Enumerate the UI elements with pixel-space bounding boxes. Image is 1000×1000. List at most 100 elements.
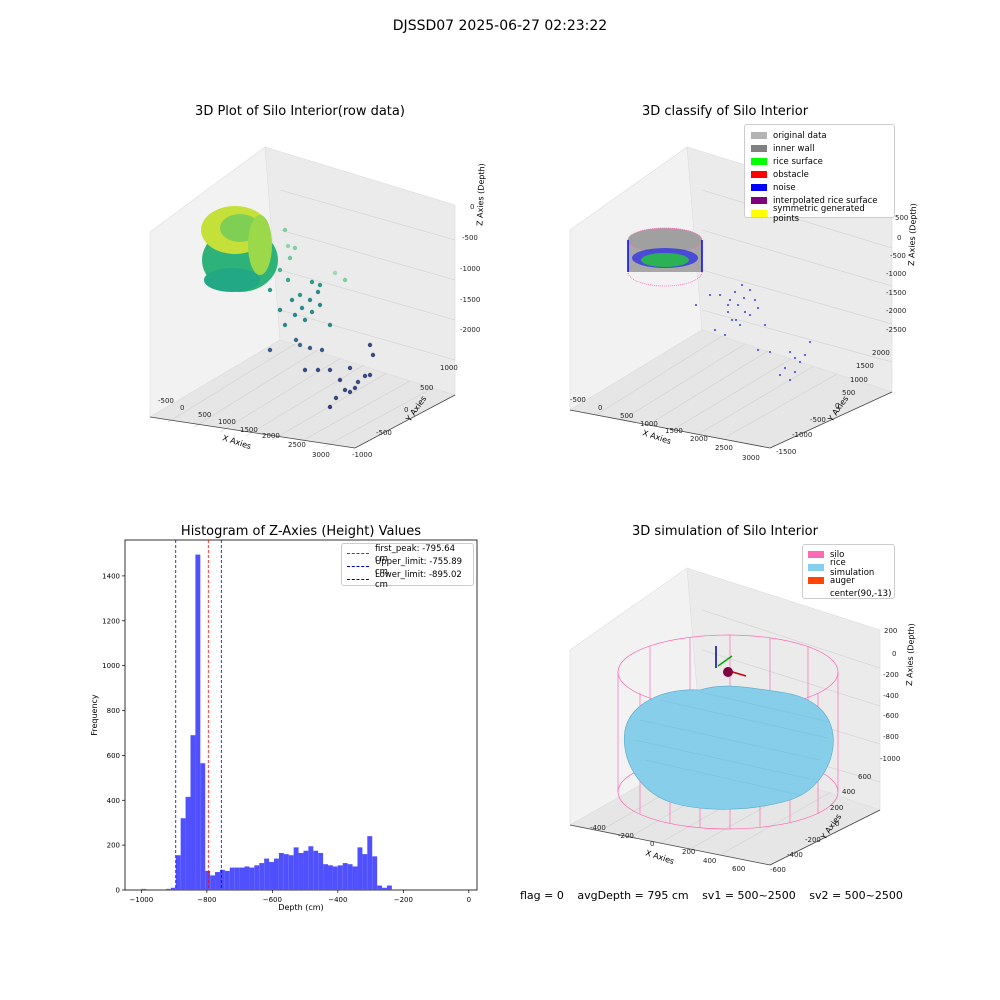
- histogram-bar: [283, 854, 289, 890]
- figure-title: DJSSD07 2025-06-27 02:23:22: [392, 18, 608, 34]
- histogram-bar: [386, 885, 392, 890]
- histogram-bar: [382, 887, 387, 890]
- histogram-bar: [278, 852, 284, 890]
- svg-text:-1000: -1000: [352, 451, 372, 459]
- svg-text:200: 200: [682, 848, 695, 856]
- raw-data-point: [342, 387, 348, 393]
- y-tick-label: 0: [116, 887, 120, 895]
- raw-data-point: [315, 289, 321, 295]
- svg-text:0: 0: [897, 234, 901, 242]
- svg-text:1500: 1500: [665, 427, 683, 435]
- noise-point: [809, 341, 811, 343]
- raw-data-point: [297, 292, 303, 298]
- classify-panel-title: 3D classify of Silo Interior: [641, 104, 809, 119]
- histogram-bar: [180, 818, 186, 890]
- histogram-bar: [357, 847, 363, 890]
- histogram-bar: [293, 847, 299, 890]
- raw-data-point: [309, 309, 315, 315]
- raw-data-point: [317, 282, 323, 288]
- svg-text:0: 0: [650, 840, 654, 848]
- noise-point: [764, 324, 766, 326]
- histogram-x-label: Depth (cm): [278, 903, 323, 912]
- histogram-bar: [362, 854, 368, 890]
- raw-data-point: [317, 302, 323, 308]
- svg-text:2000: 2000: [872, 349, 890, 357]
- raw-data-point: [367, 372, 373, 378]
- noise-point: [734, 291, 736, 293]
- histogram-bar: [254, 865, 260, 890]
- legend-item-silo: silo: [808, 548, 889, 561]
- svg-text:-500: -500: [158, 397, 174, 405]
- y-tick-label: 1400: [102, 572, 120, 580]
- raw-data-point: [309, 279, 315, 285]
- raw-data-point: [267, 347, 273, 353]
- histogram-bar: [347, 864, 353, 890]
- histogram-bar: [313, 850, 319, 890]
- legend-item-symmetric-points: symmetric generated points: [751, 204, 888, 224]
- raw-data-point: [292, 245, 298, 251]
- auger-y-arrow: [717, 655, 733, 667]
- noise-point: [804, 354, 806, 356]
- histogram-title: Histogram of Z-Axies (Height) Values: [180, 524, 422, 539]
- noise-point: [714, 329, 716, 331]
- y-tick-label: 1200: [102, 617, 120, 625]
- simulation-x-label: X Axies: [644, 848, 675, 866]
- raw-data-point: [352, 385, 358, 391]
- histogram-bar: [185, 796, 191, 890]
- svg-text:1500: 1500: [240, 426, 258, 434]
- svg-text:-500: -500: [570, 396, 586, 404]
- simulation-panel-title: 3D simulation of Silo Interior: [632, 524, 818, 539]
- svg-text:-200: -200: [805, 836, 821, 844]
- classify-z-ticks: 500 0 -500 -1000 -1500 -2000 -2500: [886, 214, 908, 334]
- raw-z-label: Z Axies (Depth): [475, 163, 486, 226]
- noise-point: [731, 319, 733, 321]
- raw-data-point: [367, 342, 373, 348]
- svg-text:0: 0: [892, 650, 896, 658]
- flag-text: flag = 0: [520, 889, 564, 902]
- raw-y-ticks: -1000 -500 0 500 1000: [352, 364, 458, 459]
- noise-point: [743, 297, 745, 299]
- raw-data-point: [292, 312, 298, 318]
- raw-z-ticks: 0 -500 -1000 -1500 -2000: [460, 203, 480, 334]
- histogram-bar: [170, 887, 176, 890]
- classify-z-label: Z Axies (Depth): [907, 203, 918, 266]
- histogram-bar: [332, 866, 338, 890]
- histogram-bar: [259, 863, 265, 890]
- legend-item-center: center(90,-13): [808, 587, 891, 600]
- legend-item-interpolated-rice-surface: interpolated rice surface: [751, 194, 888, 207]
- rice-surface: [623, 685, 834, 810]
- raw-data-point: [289, 297, 295, 303]
- histogram-bar: [200, 763, 206, 890]
- svg-text:500: 500: [420, 384, 433, 392]
- histogram-bar: [323, 864, 329, 890]
- svg-text:0: 0: [404, 406, 408, 414]
- simulation-legend: silo rice simulation auger center(90,-13…: [802, 544, 895, 599]
- raw-data-point: [362, 373, 368, 379]
- histogram-bar: [175, 855, 181, 890]
- noise-point: [799, 361, 801, 363]
- simulation-3d-plot: -400 -200 0 200 400 600 X Axies -600 -40…: [569, 567, 916, 874]
- raw-data-point: [282, 322, 288, 328]
- svg-text:-600: -600: [770, 866, 786, 874]
- noise-point: [737, 304, 739, 306]
- raw-3d-plot: -500 0 500 1000 1500 2000 2500 3000 X Ax…: [149, 146, 487, 459]
- legend-item-first-peak: first_peak: -795.64 cm: [347, 544, 468, 564]
- svg-text:1000: 1000: [640, 420, 658, 428]
- histogram-bar: [239, 867, 245, 890]
- svg-text:2500: 2500: [715, 444, 733, 452]
- noise-point: [727, 311, 729, 313]
- raw-data-point: [347, 389, 353, 395]
- svg-text:0: 0: [598, 404, 602, 412]
- raw-x-ticks: -500 0 500 1000 1500 2000 2500 3000: [158, 397, 330, 459]
- svg-text:-2500: -2500: [886, 326, 906, 334]
- svg-text:400: 400: [842, 788, 855, 796]
- svg-text:200: 200: [830, 804, 843, 812]
- x-tick-label: 0: [467, 896, 471, 904]
- noise-point: [757, 349, 759, 351]
- raw-data-point: [319, 347, 325, 353]
- noise-point: [779, 374, 781, 376]
- svg-text:0: 0: [470, 203, 474, 211]
- svg-text:-2000: -2000: [886, 307, 906, 315]
- svg-text:-400: -400: [883, 692, 899, 700]
- noise-point: [754, 299, 756, 301]
